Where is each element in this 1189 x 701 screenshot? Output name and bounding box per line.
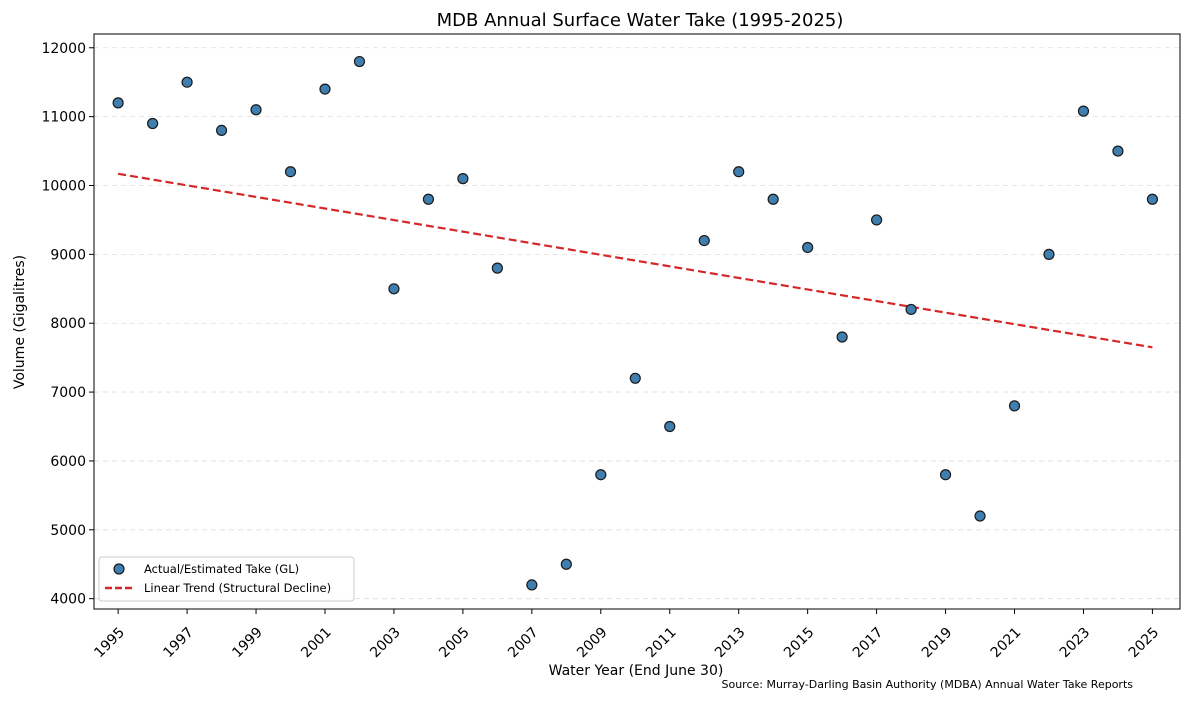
chart-title: MDB Annual Surface Water Take (1995-2025… — [437, 10, 844, 31]
data-point — [1146, 193, 1159, 205]
legend: Actual/Estimated Take (GL) Linear Trend … — [98, 556, 355, 602]
data-point — [595, 469, 607, 481]
legend-label-scatter: Actual/Estimated Take (GL) — [144, 562, 299, 576]
x-tick-label: 2015 — [781, 625, 818, 662]
legend-marker-scatter — [113, 563, 125, 575]
legend-box — [98, 556, 355, 602]
grid-lines — [94, 47, 1180, 600]
legend-label-trend: Linear Trend (Structural Decline) — [144, 581, 331, 595]
data-point — [767, 193, 779, 205]
data-point — [629, 372, 641, 384]
data-point — [733, 166, 745, 178]
data-point — [388, 283, 400, 295]
source-annotation: Source: Murray-Darling Basin Authority (… — [721, 678, 1133, 691]
y-tick-label: 5000 — [50, 523, 86, 539]
data-point — [836, 331, 848, 343]
data-point — [491, 262, 503, 274]
data-point — [1077, 105, 1090, 117]
data-point — [871, 214, 883, 226]
data-point — [112, 97, 124, 109]
x-tick-label: 1999 — [229, 625, 266, 662]
data-point — [215, 124, 228, 137]
x-tick-label: 2007 — [505, 625, 542, 662]
x-tick-label: 2025 — [1126, 625, 1163, 662]
y-tick-label: 6000 — [50, 454, 86, 470]
y-axis-label: Volume (Gigalitres) — [12, 255, 28, 389]
data-point — [319, 83, 331, 95]
x-tick-label: 2023 — [1057, 625, 1094, 662]
x-tick-label: 2009 — [574, 625, 611, 662]
data-point — [698, 234, 710, 247]
x-tick-label: 2003 — [367, 625, 404, 662]
x-tick-label: 2021 — [988, 625, 1025, 662]
x-tick-label: 1995 — [91, 625, 128, 662]
data-point — [905, 303, 917, 316]
data-point — [457, 173, 469, 185]
data-point — [147, 117, 159, 130]
data-point — [353, 55, 366, 68]
x-tick-label: 2019 — [919, 625, 956, 662]
x-tick-label: 2013 — [712, 625, 749, 662]
y-tick-label: 7000 — [50, 385, 86, 401]
data-point — [250, 104, 262, 116]
scatter-points — [112, 55, 1159, 591]
x-tick-label: 2011 — [643, 625, 680, 662]
y-tick-label: 12000 — [41, 41, 86, 57]
x-axis-label: Water Year (End June 30) — [549, 663, 724, 679]
data-point — [802, 241, 814, 254]
data-point — [1112, 145, 1124, 157]
plot-frame — [93, 33, 1181, 610]
y-axis-ticks: 4000 5000 6000 7000 8000 9000 10000 11000 12000 — [41, 41, 94, 608]
y-tick-label: 9000 — [50, 247, 86, 263]
x-axis-ticks: 1995 1997 1999 2001 2003 2005 2007 2009 2011 2013… — [91, 609, 1162, 661]
data-point — [560, 558, 572, 570]
data-point — [1043, 248, 1055, 260]
y-tick-label: 10000 — [41, 178, 86, 194]
data-point — [181, 76, 193, 88]
x-tick-label: 2017 — [850, 625, 887, 662]
data-point — [422, 193, 435, 205]
data-point — [664, 420, 676, 433]
x-tick-label: 1997 — [160, 625, 197, 662]
x-tick-label: 2005 — [436, 625, 473, 662]
y-tick-label: 8000 — [50, 316, 86, 332]
y-tick-label: 4000 — [50, 592, 86, 608]
data-point — [1008, 400, 1021, 412]
trend-layer — [117, 172, 1153, 349]
y-tick-label: 11000 — [41, 110, 86, 126]
trend-line — [117, 172, 1153, 349]
data-point — [939, 469, 952, 481]
data-point — [526, 579, 538, 591]
data-point — [284, 166, 297, 178]
data-point — [974, 510, 986, 522]
x-tick-label: 2001 — [298, 625, 335, 662]
